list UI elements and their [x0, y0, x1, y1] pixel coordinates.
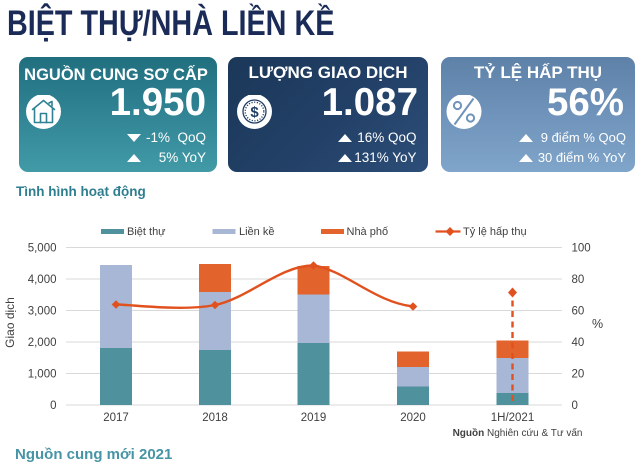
svg-text:0: 0 [572, 400, 578, 412]
svg-text:Liền kề: Liền kề [239, 226, 274, 238]
svg-text:0: 0 [50, 400, 56, 412]
svg-text:2018: 2018 [202, 412, 228, 424]
svg-text:4,000: 4,000 [28, 274, 57, 286]
svg-text:2017: 2017 [103, 412, 129, 424]
svg-text:Biệt thự: Biệt thự [127, 226, 166, 238]
svg-text:$: $ [250, 104, 259, 121]
svg-text:Nhà phố: Nhà phố [347, 226, 389, 238]
svg-text:%: % [592, 317, 603, 331]
svg-text:60: 60 [572, 305, 585, 317]
svg-text:1H/2021: 1H/2021 [491, 412, 534, 424]
svg-text:Tỷ lệ hấp thụ: Tỷ lệ hấp thụ [463, 226, 527, 238]
svg-text:80: 80 [572, 274, 585, 286]
svg-text:Nguồn Nghiên cứu & Tư vấn: Nguồn Nghiên cứu & Tư vấn [453, 427, 583, 439]
svg-text:2019: 2019 [301, 412, 327, 424]
svg-text:100: 100 [572, 242, 591, 254]
svg-text:3,000: 3,000 [28, 305, 57, 317]
svg-text:20: 20 [572, 368, 585, 380]
svg-text:5,000: 5,000 [28, 242, 57, 254]
svg-text:40: 40 [572, 337, 585, 349]
svg-text:2,000: 2,000 [28, 337, 57, 349]
svg-text:Giao dịch: Giao dịch [3, 297, 17, 348]
svg-text:2020: 2020 [400, 412, 426, 424]
svg-text:1,000: 1,000 [28, 368, 57, 380]
